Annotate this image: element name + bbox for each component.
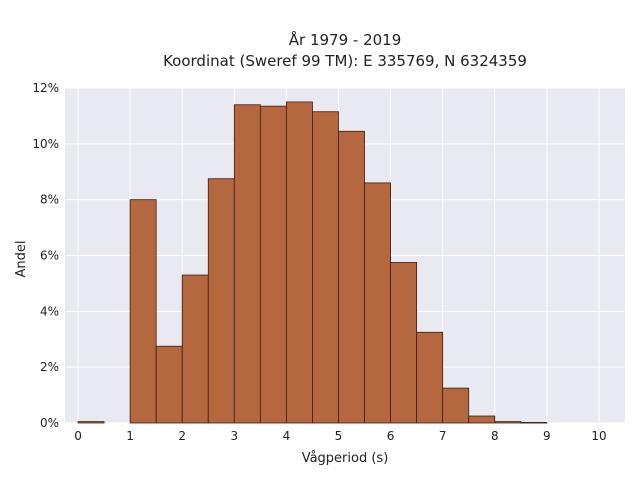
x-tick-label-10: 10 — [591, 429, 606, 443]
x-tick-label-2: 2 — [178, 429, 186, 443]
histogram-bar-7 — [259, 105, 287, 424]
histogram-bar-8 — [285, 101, 313, 424]
x-tick-label-6: 6 — [387, 429, 395, 443]
y-tick-label-5: 10% — [32, 137, 59, 151]
histogram-bar-14 — [442, 387, 470, 424]
x-tick-label-7: 7 — [439, 429, 447, 443]
y-axis-label: Andel — [14, 241, 29, 278]
chart-title-line-2: Koordinat (Sweref 99 TM): E 335769, N 63… — [163, 52, 527, 70]
histogram-bar-11 — [364, 182, 391, 424]
histogram-bar-17 — [520, 422, 548, 424]
histogram-bar-16 — [494, 421, 522, 424]
x-axis-ticks: 0 1 2 3 4 5 6 7 8 9 10 — [74, 429, 606, 443]
chart-title-line-1: År 1979 - 2019 — [289, 30, 402, 49]
y-tick-label-4: 8% — [40, 193, 59, 207]
x-tick-label-3: 3 — [230, 429, 238, 443]
x-tick-label-5: 5 — [335, 429, 343, 443]
histogram-bar-15 — [468, 415, 496, 424]
histogram-bar-0 — [77, 421, 105, 424]
x-tick-label-8: 8 — [491, 429, 499, 443]
histogram-bar-12 — [390, 262, 418, 424]
bars — [77, 101, 548, 424]
x-tick-label-4: 4 — [283, 429, 291, 443]
x-axis-label: Vågperiod (s) — [302, 451, 389, 466]
y-tick-label-6: 12% — [32, 81, 59, 95]
y-tick-label-0: 0% — [40, 416, 59, 430]
x-tick-label-1: 1 — [126, 429, 134, 443]
histogram-bar-9 — [312, 111, 339, 424]
y-tick-label-2: 4% — [40, 304, 59, 318]
y-tick-label-1: 2% — [40, 360, 59, 374]
y-axis-ticks: 0% 2% 4% 6% 8% 10% 12% — [32, 81, 59, 430]
histogram-bar-4 — [181, 274, 209, 424]
histogram-bar-3 — [155, 345, 183, 424]
histogram-bar-13 — [416, 331, 444, 424]
histogram-bar-5 — [207, 178, 235, 424]
x-tick-label-0: 0 — [74, 429, 82, 443]
histogram-bar-6 — [233, 104, 261, 424]
histogram-bar-10 — [338, 130, 365, 424]
histogram-bar-2 — [129, 199, 157, 424]
x-tick-label-9: 9 — [543, 429, 551, 443]
y-tick-label-3: 6% — [40, 249, 59, 263]
